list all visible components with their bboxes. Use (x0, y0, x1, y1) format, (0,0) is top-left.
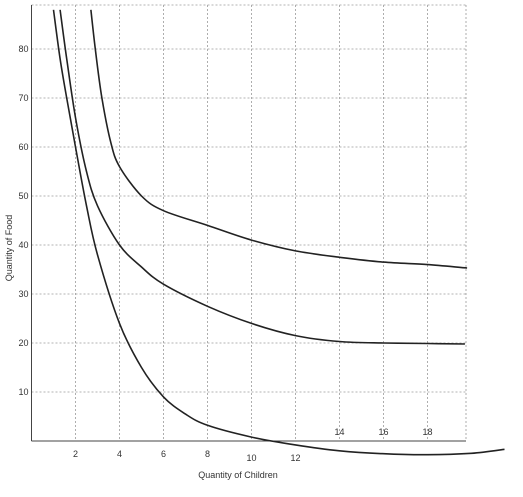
y-tick-label: 30 (18, 289, 28, 299)
x-tick-label: 16 (378, 427, 388, 437)
grid (31, 4, 467, 441)
x-tick-label: 18 (422, 427, 432, 437)
y-tick-label: 20 (18, 338, 28, 348)
y-tick-label: 80 (18, 44, 28, 54)
y-tick-label: 60 (18, 142, 28, 152)
curve-middle (59, 9, 465, 345)
x-tick-label: 2 (73, 449, 78, 459)
y-tick-label: 10 (18, 387, 28, 397)
y-tick-label: 40 (18, 240, 28, 250)
x-tick-label: 8 (205, 449, 210, 459)
curve-lower (52, 9, 505, 456)
x-tick-label: 4 (117, 449, 122, 459)
x-tick-label: 6 (161, 449, 166, 459)
x-tick-label: 10 (246, 453, 256, 463)
x-tick-label: 12 (290, 453, 300, 463)
tick-labels: 10 20 30 40 50 60 70 80 2 4 6 8 10 12 14 16 18 (18, 44, 432, 463)
x-tick-label: 14 (334, 427, 344, 437)
curve-upper (90, 9, 468, 269)
x-axis-label: Quantity of Children (198, 470, 278, 480)
y-axis-label: Quantity of Food (4, 215, 14, 282)
y-tick-label: 70 (18, 93, 28, 103)
axes (31, 5, 466, 442)
curves (52, 9, 505, 456)
y-tick-label: 50 (18, 191, 28, 201)
